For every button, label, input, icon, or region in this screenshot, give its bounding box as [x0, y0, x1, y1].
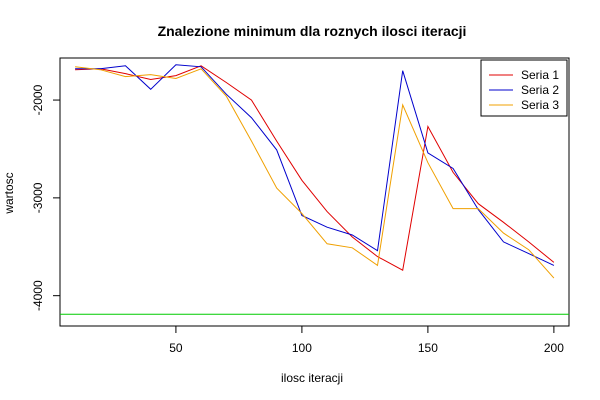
- x-axis-label: ilosc iteracji: [281, 371, 343, 385]
- legend-label: Seria 3: [521, 98, 559, 112]
- legend-label: Seria 2: [521, 83, 559, 97]
- series-line-1: [75, 65, 555, 271]
- y-tick-label: -2000: [31, 84, 45, 115]
- y-tick-label: -3000: [31, 182, 45, 213]
- x-tick-label: 50: [169, 341, 183, 355]
- x-tick-label: 150: [418, 341, 438, 355]
- x-tick-label: 100: [292, 341, 312, 355]
- y-axis: -4000 -3000 -2000: [31, 84, 60, 311]
- plot-area-border: [59, 57, 570, 327]
- series-line-2: [75, 64, 555, 266]
- x-tick-label: 200: [544, 341, 564, 355]
- x-axis: 50 100 150 200: [169, 326, 564, 355]
- legend-label: Seria 1: [521, 68, 559, 82]
- chart-title: Znalezione minimum dla roznych ilosci it…: [158, 23, 467, 39]
- y-tick-label: -4000: [31, 280, 45, 311]
- series-line-3: [75, 66, 555, 279]
- legend-box: [480, 59, 568, 117]
- series-layer: [60, 64, 569, 315]
- y-axis-label: wartosc: [2, 172, 16, 214]
